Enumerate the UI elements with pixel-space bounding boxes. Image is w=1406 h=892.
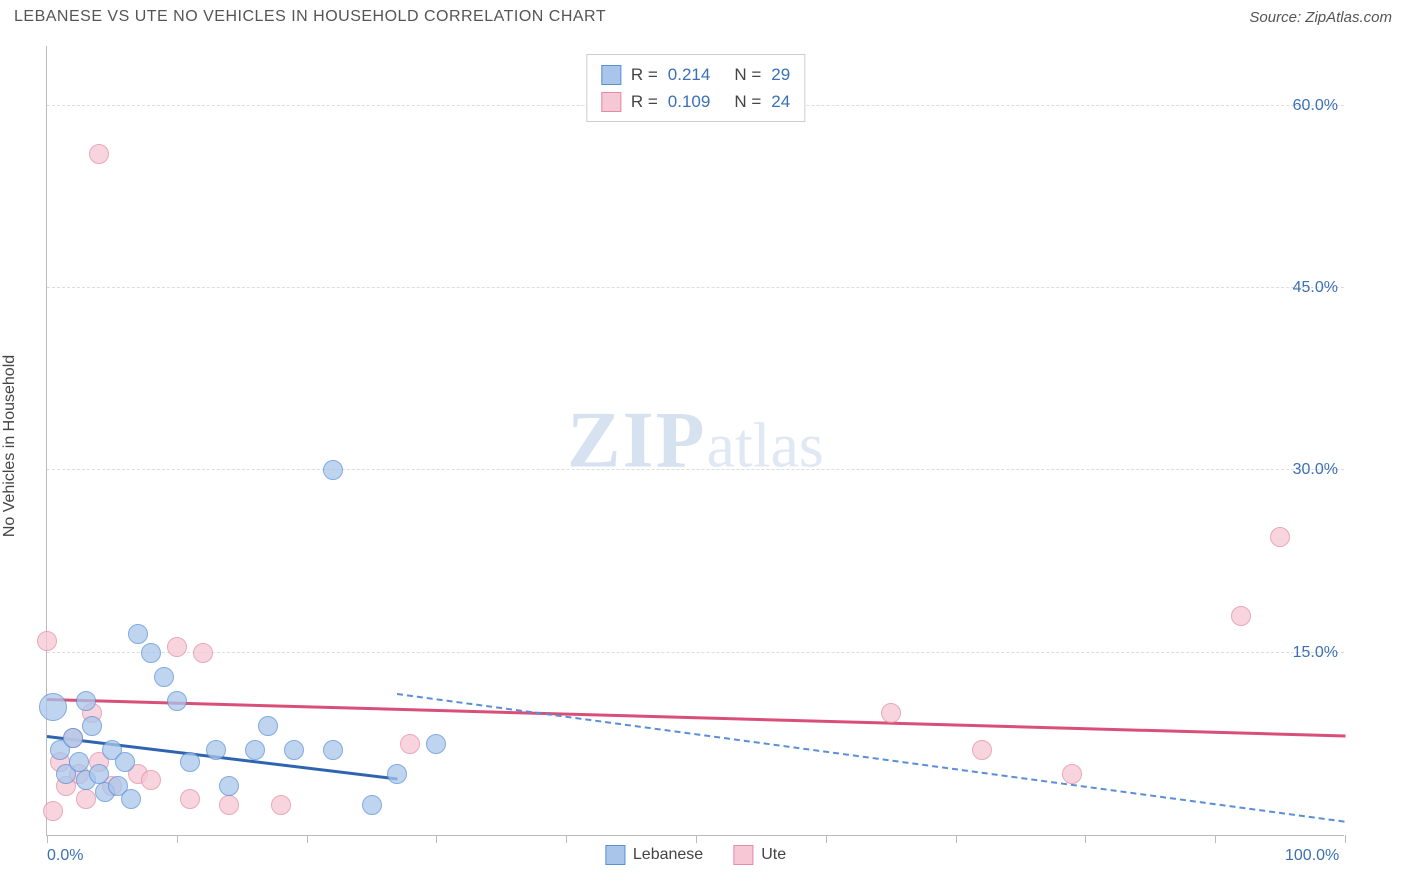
blue-point <box>63 728 83 748</box>
x-tick <box>177 835 178 843</box>
r-value: 0.214 <box>668 61 711 88</box>
legend-item: Ute <box>733 845 786 865</box>
y-tick-label: 30.0% <box>1293 461 1338 479</box>
pink-point <box>141 770 161 790</box>
blue-point <box>89 764 109 784</box>
trend-line <box>397 693 1345 823</box>
blue-swatch-icon <box>605 845 625 865</box>
pink-swatch-icon <box>733 845 753 865</box>
pink-point <box>37 631 57 651</box>
pink-point <box>167 637 187 657</box>
blue-point <box>206 740 226 760</box>
x-tick <box>696 835 697 843</box>
pink-point <box>76 789 96 809</box>
gridline <box>47 469 1344 470</box>
chart-title: LEBANESE VS UTE NO VEHICLES IN HOUSEHOLD… <box>14 8 606 26</box>
gridline <box>47 287 1344 288</box>
blue-point <box>115 752 135 772</box>
blue-point <box>76 691 96 711</box>
x-tick <box>1215 835 1216 843</box>
x-tick <box>826 835 827 843</box>
blue-point <box>180 752 200 772</box>
legend-item: Lebanese <box>605 845 703 865</box>
blue-point <box>284 740 304 760</box>
stats-legend-row: R =0.109N =24 <box>601 88 790 115</box>
legend-label: Lebanese <box>633 846 703 864</box>
blue-point <box>387 764 407 784</box>
blue-point <box>167 691 187 711</box>
pink-swatch-icon <box>601 92 621 112</box>
pink-point <box>193 643 213 663</box>
y-tick-label: 15.0% <box>1293 644 1338 662</box>
trend-line <box>47 698 1345 737</box>
blue-point <box>69 752 89 772</box>
x-tick-label: 100.0% <box>1285 847 1339 865</box>
pink-point <box>271 795 291 815</box>
blue-point <box>258 716 278 736</box>
blue-point <box>141 643 161 663</box>
pink-point <box>219 795 239 815</box>
stats-legend-row: R =0.214N =29 <box>601 61 790 88</box>
blue-point <box>82 716 102 736</box>
x-tick <box>956 835 957 843</box>
pink-point <box>180 789 200 809</box>
y-tick-label: 45.0% <box>1293 279 1338 297</box>
x-tick <box>47 835 48 843</box>
blue-swatch-icon <box>601 65 621 85</box>
chart-source: Source: ZipAtlas.com <box>1249 9 1392 26</box>
series-legend: Lebanese Ute <box>605 845 786 865</box>
x-tick <box>436 835 437 843</box>
blue-point <box>154 667 174 687</box>
pink-point <box>1231 606 1251 626</box>
r-value: 0.109 <box>668 88 711 115</box>
pink-point <box>43 801 63 821</box>
pink-point <box>1062 764 1082 784</box>
stats-legend: R =0.214N =29R =0.109N =24 <box>586 54 805 122</box>
blue-point <box>121 789 141 809</box>
blue-point <box>128 624 148 644</box>
x-tick-label: 0.0% <box>47 847 83 865</box>
n-value: 29 <box>771 61 790 88</box>
blue-point <box>245 740 265 760</box>
gridline <box>47 652 1344 653</box>
watermark: ZIPatlas <box>567 395 824 486</box>
x-tick <box>1345 835 1346 843</box>
blue-point <box>39 693 67 721</box>
blue-point <box>426 734 446 754</box>
x-tick <box>307 835 308 843</box>
pink-point <box>400 734 420 754</box>
blue-point <box>323 740 343 760</box>
pink-point <box>89 144 109 164</box>
blue-point <box>219 776 239 796</box>
pink-point <box>1270 527 1290 547</box>
x-tick <box>1085 835 1086 843</box>
blue-point <box>362 795 382 815</box>
y-tick-label: 60.0% <box>1293 97 1338 115</box>
legend-label: Ute <box>761 846 786 864</box>
chart-header: LEBANESE VS UTE NO VEHICLES IN HOUSEHOLD… <box>0 0 1406 32</box>
blue-point <box>323 460 343 480</box>
y-axis-title: No Vehicles in Household <box>1 355 19 537</box>
scatter-chart: ZIPatlas 15.0%30.0%45.0%60.0%0.0%100.0%R… <box>46 46 1344 836</box>
pink-point <box>972 740 992 760</box>
x-tick <box>566 835 567 843</box>
pink-point <box>881 703 901 723</box>
n-value: 24 <box>771 88 790 115</box>
